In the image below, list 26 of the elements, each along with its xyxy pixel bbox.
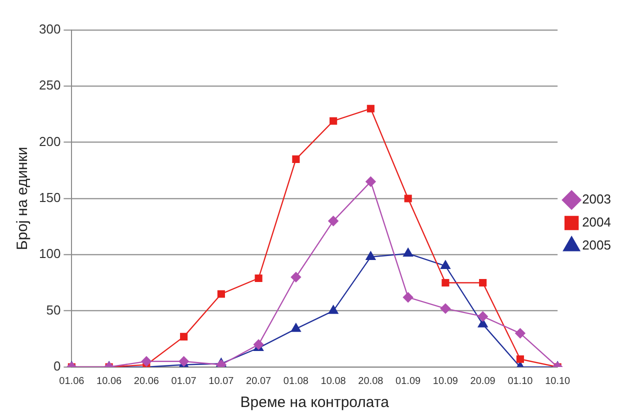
- x-axis-title: Време на контролата: [240, 394, 390, 412]
- x-tick-label: 01.06: [59, 376, 85, 387]
- x-tick-label: 20.06: [134, 376, 160, 387]
- x-tick-label: 20.08: [358, 376, 384, 387]
- y-tick-label: 250: [38, 78, 61, 93]
- x-tick-label: 10.08: [320, 376, 346, 387]
- x-tick-label: 01.09: [396, 376, 422, 387]
- y-tick-label: 150: [38, 190, 61, 206]
- legend-label: 2005: [582, 238, 611, 253]
- x-tick-label: 01.07: [171, 376, 197, 387]
- x-tick-label: 10.10: [545, 376, 571, 387]
- x-tick-label: 10.07: [208, 376, 234, 387]
- x-tick-label: 01.10: [508, 376, 534, 387]
- y-tick-label: 100: [38, 246, 61, 262]
- legend-label: 2003: [582, 192, 611, 207]
- x-tick-label: 10.06: [96, 376, 122, 387]
- y-axis-title: Број на единки: [14, 146, 32, 250]
- x-tick-label: 10.09: [432, 376, 458, 387]
- y-tick-label: 200: [38, 134, 61, 149]
- y-tick-label: 50: [46, 302, 61, 318]
- x-tick-label: 20.09: [470, 376, 496, 387]
- legend-label: 2004: [582, 214, 611, 230]
- y-tick-label: 300: [38, 22, 61, 37]
- y-tick-label: 0: [53, 358, 61, 374]
- x-tick-label: 01.08: [283, 376, 309, 387]
- x-tick-label: 20.07: [246, 376, 272, 387]
